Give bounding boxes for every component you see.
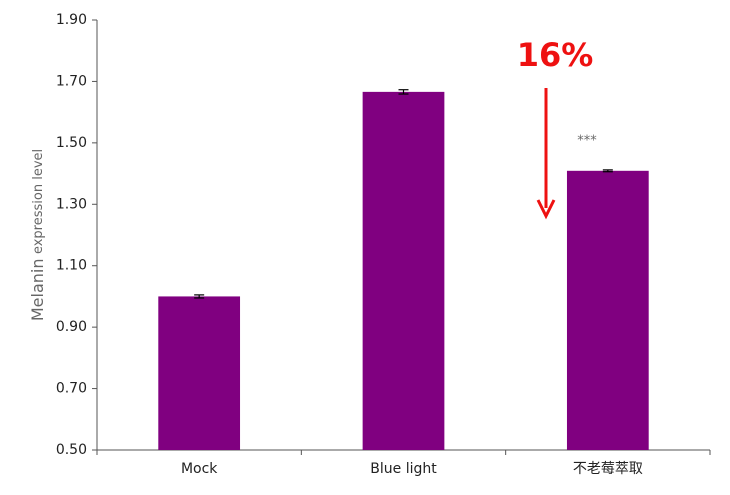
y-tick-label: 0.70	[56, 381, 87, 397]
error-bar	[194, 294, 205, 299]
y-tick-label: 1.50	[56, 135, 87, 151]
y-label-main: Melanin	[28, 259, 47, 322]
x-tick-label: 不老莓萃取	[573, 461, 643, 477]
arrow-head	[536, 199, 556, 220]
x-tick-label: Blue light	[370, 461, 437, 477]
annotation: 16%	[517, 36, 594, 74]
error-bar	[602, 169, 613, 173]
y-tick-label: 1.70	[56, 73, 87, 89]
x-tick-label: Mock	[181, 461, 218, 477]
bar	[158, 296, 241, 450]
bar	[362, 91, 445, 450]
error-bar	[398, 89, 409, 95]
y-tick-label: 1.90	[56, 12, 87, 28]
y-label-sub: expression level	[31, 149, 46, 254]
y-tick-label: 0.90	[56, 319, 87, 335]
y-tick-label: 1.30	[56, 196, 87, 212]
y-axis-label: Melanin expression level	[28, 149, 47, 321]
significance: ***	[577, 134, 597, 149]
bar	[566, 170, 649, 451]
y-tick-label: 1.10	[56, 258, 87, 274]
y-tick-label: 0.50	[56, 442, 87, 458]
